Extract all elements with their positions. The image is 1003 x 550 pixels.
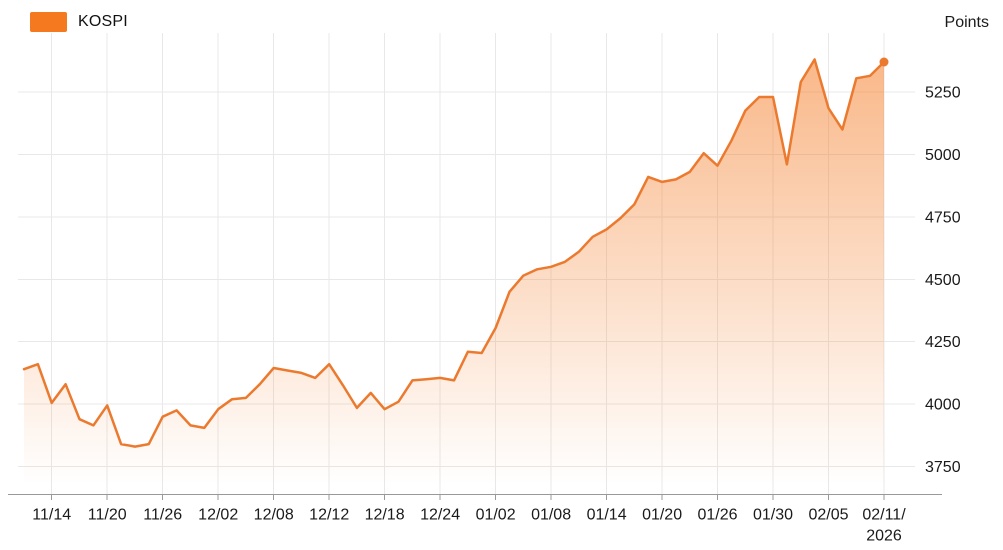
x-tick-label-9: 01/08: [531, 507, 571, 524]
x-tick-label-1: 11/20: [88, 507, 127, 524]
x-tick-label-5: 12/12: [309, 507, 349, 524]
x-tick-label-7: 12/24: [420, 507, 460, 524]
x-tick-label-12: 01/26: [697, 507, 737, 524]
x-tick-label-4: 12/08: [254, 507, 294, 524]
legend-item-kospi[interactable]: KOSPI: [30, 12, 128, 32]
x-tick-label-13: 01/30: [753, 507, 793, 524]
kospi-area-fill[interactable]: [24, 59, 884, 495]
y-axis-unit-label: Points: [944, 14, 989, 31]
x-tick-label-10: 01/14: [587, 507, 627, 524]
x-tick-label-2: 11/26: [143, 507, 182, 524]
x-tick-label-14: 02/05: [808, 507, 848, 524]
x-tick-label-8: 01/02: [476, 507, 516, 524]
x-tick-label-15: 02/11/2026: [862, 507, 906, 545]
y-tick-label-4000: 4000: [925, 397, 961, 414]
y-tick-label-3750: 3750: [925, 459, 961, 476]
y-tick-label-4250: 4250: [925, 334, 961, 351]
x-tick-label-6: 12/18: [365, 507, 405, 524]
kospi-series-line[interactable]: [22, 58, 886, 448]
y-tick-label-5250: 5250: [925, 85, 961, 102]
y-tick-label-5000: 5000: [925, 147, 961, 164]
y-tick-label-4500: 4500: [925, 272, 961, 289]
y-tick-label-4750: 4750: [925, 209, 961, 226]
x-tick-label-11: 01/20: [642, 507, 682, 524]
kospi-legend-swatch-icon: [30, 12, 67, 32]
kospi-legend-label: KOSPI: [78, 13, 128, 30]
last-point-marker[interactable]: [879, 57, 889, 67]
x-tick-label-3: 12/02: [198, 507, 238, 524]
x-tick-label-0: 11/14: [32, 507, 71, 524]
